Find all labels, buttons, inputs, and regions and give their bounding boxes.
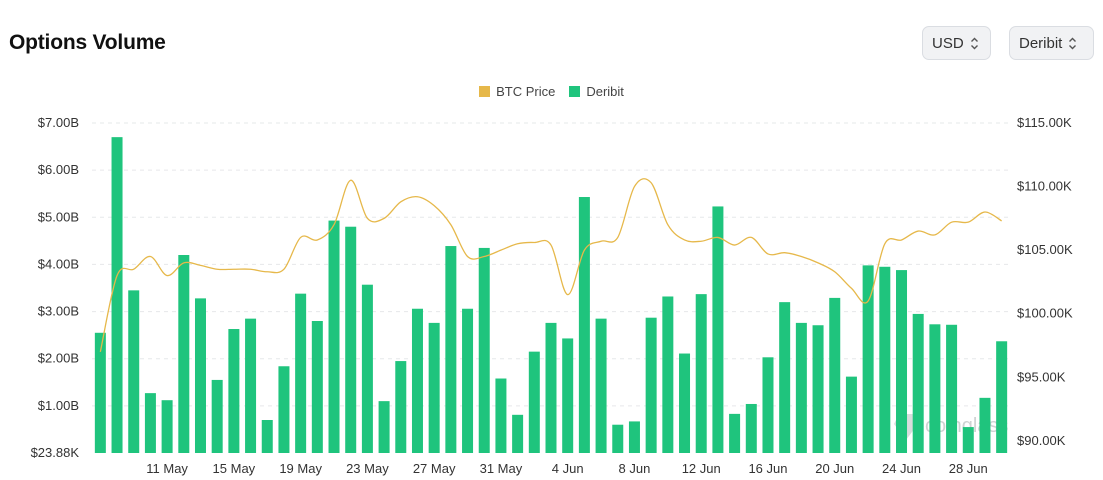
x-axis-tick-label: 8 Jun [619, 461, 651, 476]
deribit-bar [729, 413, 741, 453]
deribit-bar [979, 397, 991, 453]
y-axis-right-tick-label: $95.00K [1017, 369, 1066, 384]
deribit-bar [128, 290, 140, 453]
y-axis-left-tick-label: $2.00B [38, 351, 79, 366]
y-axis-right-tick-label: $105.00K [1017, 242, 1073, 257]
legend-label-deribit: Deribit [586, 84, 624, 99]
deribit-bar [512, 414, 524, 453]
chevron-up-down-icon [1068, 37, 1077, 50]
deribit-bar [662, 296, 674, 453]
y-axis-right-tick-label: $115.00K [1017, 115, 1072, 130]
deribit-bar [495, 378, 507, 453]
x-axis-tick-label: 16 Jun [748, 461, 787, 476]
deribit-bar [595, 318, 607, 453]
x-axis-tick-label: 19 May [279, 461, 322, 476]
x-axis-tick-label: 28 Jun [949, 461, 988, 476]
exchange-select-value: Deribit [1019, 34, 1063, 52]
deribit-bar [478, 247, 490, 453]
deribit-bar [194, 298, 206, 453]
y-axis-left-tick-label: $4.00B [38, 256, 79, 271]
deribit-bar [896, 270, 908, 453]
x-axis-tick-label: 27 May [413, 461, 456, 476]
deribit-bar [411, 308, 423, 453]
deribit-bar [612, 424, 624, 453]
deribit-bar [795, 322, 807, 453]
deribit-bar [462, 308, 474, 453]
currency-select-value: USD [932, 34, 964, 52]
legend-swatch-btc-price [479, 86, 491, 97]
deribit-bar [395, 361, 407, 453]
deribit-bar [345, 226, 357, 453]
deribit-bar [528, 351, 540, 453]
deribit-bar [111, 137, 123, 453]
x-axis-tick-label: 31 May [480, 461, 523, 476]
deribit-bar [245, 318, 257, 453]
deribit-bar [679, 353, 691, 453]
deribit-bar [829, 297, 841, 453]
deribit-bar [261, 420, 273, 453]
deribit-bar [779, 302, 791, 453]
deribit-bar [745, 403, 757, 453]
deribit-bar [211, 379, 223, 453]
x-axis-tick-label: 24 Jun [882, 461, 921, 476]
x-axis-tick-label: 4 Jun [552, 461, 584, 476]
y-axis-left-tick-label: $6.00B [38, 162, 79, 177]
deribit-bar [228, 329, 240, 453]
deribit-bar [645, 317, 657, 453]
deribit-bar [545, 322, 557, 453]
exchange-select[interactable]: Deribit [1009, 26, 1094, 60]
deribit-bar [695, 294, 707, 453]
x-axis-tick-label: 20 Jun [815, 461, 854, 476]
deribit-bar [578, 197, 590, 453]
legend-label-btc-price: BTC Price [496, 84, 556, 99]
deribit-bar [428, 322, 440, 453]
deribit-bar [929, 324, 941, 453]
deribit-bar [378, 401, 390, 453]
deribit-bar [445, 246, 457, 453]
deribit-bar [946, 324, 958, 453]
legend-item-deribit[interactable]: Deribit [569, 84, 624, 99]
deribit-bar [94, 332, 106, 453]
deribit-bar [628, 421, 640, 453]
deribit-bar [178, 255, 190, 453]
page-title: Options Volume [9, 31, 166, 54]
y-axis-left-tick-label: $5.00B [38, 209, 79, 224]
currency-select[interactable]: USD [922, 26, 991, 60]
y-axis-right-tick-label: $110.00K [1017, 179, 1072, 194]
chevron-up-down-icon [970, 37, 979, 50]
deribit-bar [712, 206, 724, 453]
deribit-bar [862, 265, 874, 453]
deribit-bar [562, 338, 574, 453]
deribit-bar [144, 393, 156, 453]
legend-swatch-deribit [569, 86, 581, 97]
deribit-bar [762, 357, 774, 453]
deribit-bar [361, 284, 373, 453]
deribit-bar [962, 427, 974, 453]
deribit-bar [311, 321, 323, 453]
y-axis-left-tick-label: $23.88K [31, 445, 80, 460]
deribit-bar [812, 325, 824, 453]
x-axis-tick-label: 23 May [346, 461, 389, 476]
y-axis-right-tick-label: $90.00K [1017, 433, 1066, 448]
deribit-bar [996, 341, 1008, 453]
deribit-bar [278, 366, 290, 453]
deribit-bar [328, 220, 340, 453]
y-axis-right-tick-label: $100.00K [1017, 306, 1073, 321]
deribit-bar [912, 313, 924, 453]
y-axis-left-tick-label: $1.00B [38, 398, 79, 413]
y-axis-left-tick-label: $3.00B [38, 304, 79, 319]
y-axis-left-tick-label: $7.00B [38, 115, 79, 130]
deribit-bar [879, 266, 891, 453]
chart-legend: BTC Price Deribit [0, 84, 1103, 99]
x-axis-tick-label: 11 May [146, 461, 188, 476]
btc-price-line [99, 178, 1002, 352]
deribit-bar [295, 293, 307, 453]
x-axis-tick-label: 15 May [213, 461, 256, 476]
deribit-bar [161, 400, 173, 453]
legend-item-btc-price[interactable]: BTC Price [479, 84, 555, 99]
deribit-bar [845, 376, 857, 453]
x-axis-tick-label: 12 Jun [682, 461, 721, 476]
